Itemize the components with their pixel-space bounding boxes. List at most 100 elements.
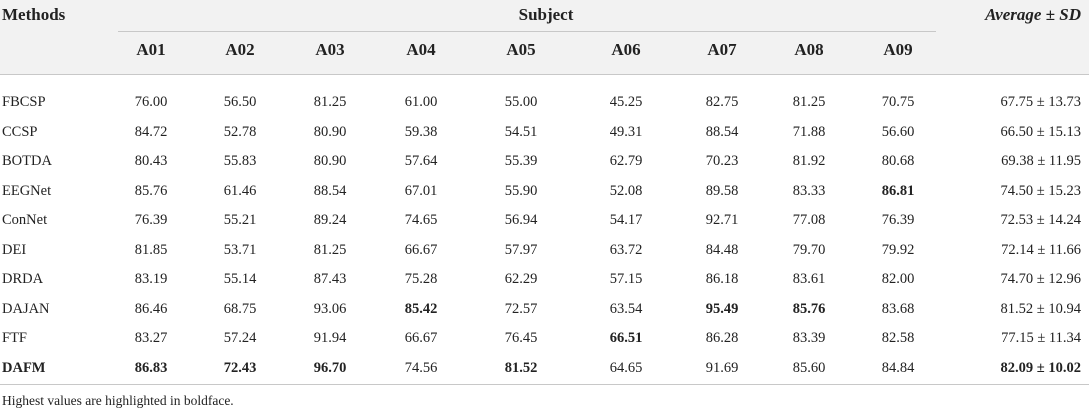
- cell-a02: 72.43: [223, 359, 257, 376]
- cell-a01: 76.39: [134, 212, 168, 228]
- subject-header-rule: [118, 31, 936, 32]
- cell-a06: 52.08: [609, 182, 643, 199]
- cell-a03: 80.90: [313, 153, 347, 169]
- cell-a06: 54.17: [609, 212, 643, 228]
- subject-header-a06: A06: [611, 40, 641, 59]
- subject-header-a08: A08: [794, 40, 824, 59]
- cell-a07: 82.75: [705, 94, 739, 110]
- cell-a07: 84.48: [705, 241, 739, 258]
- table-row: ConNet 76.39 55.21 89.24 74.65 56.94 54.17 92.7…: [0, 208, 1089, 232]
- table-bottom-rule: [0, 384, 1089, 385]
- cell-a04: 85.42: [404, 300, 438, 317]
- method-name: DEI: [2, 241, 27, 258]
- cell-a01: 86.83: [134, 359, 168, 376]
- method-name: DAJAN: [2, 300, 50, 317]
- average-cell: 74.70 ± 12.96: [1000, 271, 1081, 287]
- cell-a06: 64.65: [609, 359, 643, 376]
- cell-a08: 79.70: [792, 241, 826, 258]
- cell-a08: 83.61: [792, 271, 826, 287]
- average-cell: 82.09 ± 10.02: [1000, 359, 1081, 376]
- cell-a06: 62.79: [609, 153, 643, 169]
- cell-a05: 62.29: [504, 271, 538, 287]
- cell-a09: 82.58: [881, 330, 915, 346]
- cell-a05: 55.00: [504, 94, 538, 110]
- cell-a03: 81.25: [313, 94, 347, 110]
- cell-a09: 70.75: [881, 94, 915, 110]
- average-header: Average ± SD: [985, 5, 1081, 24]
- cell-a09: 82.00: [881, 271, 915, 287]
- cell-a02: 61.46: [223, 182, 257, 199]
- subject-header-a02: A02: [225, 40, 255, 59]
- cell-a06: 57.15: [609, 271, 643, 287]
- cell-a04: 67.01: [404, 182, 438, 199]
- cell-a02: 53.71: [223, 241, 257, 258]
- cell-a02: 55.14: [223, 271, 257, 287]
- cell-a02: 57.24: [223, 330, 257, 346]
- table-row: FTF 83.27 57.24 91.94 66.67 76.45 66.51 86.28 83…: [0, 326, 1089, 350]
- method-name: BOTDA: [2, 153, 52, 169]
- cell-a04: 74.65: [404, 212, 438, 228]
- table-header: Methods Subject Average ± SD A01 A02 A03 A0…: [0, 0, 1089, 75]
- cell-a08: 83.39: [792, 330, 826, 346]
- cell-a04: 59.38: [404, 123, 438, 140]
- cell-a08: 71.88: [792, 123, 826, 140]
- cell-a08: 85.60: [792, 359, 826, 376]
- cell-a04: 66.67: [404, 241, 438, 258]
- cell-a06: 49.31: [609, 123, 643, 140]
- method-name: DRDA: [2, 271, 44, 287]
- cell-a01: 83.27: [134, 330, 168, 346]
- cell-a04: 74.56: [404, 359, 438, 376]
- cell-a09: 56.60: [881, 123, 915, 140]
- cell-a06: 63.54: [609, 300, 643, 317]
- cell-a06: 45.25: [609, 94, 643, 110]
- cell-a03: 96.70: [313, 359, 347, 376]
- table-row: DAFM 86.83 72.43 96.70 74.56 81.52 64.65 91.69 8…: [0, 356, 1089, 380]
- average-cell: 72.53 ± 14.24: [1000, 212, 1081, 228]
- subject-header-a09: A09: [883, 40, 913, 59]
- table-footnote: Highest values are highlighted in boldfa…: [2, 393, 234, 408]
- cell-a09: 76.39: [881, 212, 915, 228]
- method-name: FBCSP: [2, 94, 46, 110]
- cell-a07: 70.23: [705, 153, 739, 169]
- cell-a05: 56.94: [504, 212, 538, 228]
- method-name: CCSP: [2, 123, 38, 140]
- cell-a03: 80.90: [313, 123, 347, 140]
- cell-a07: 89.58: [705, 182, 739, 199]
- cell-a02: 55.21: [223, 212, 257, 228]
- table-row: CCSP 84.72 52.78 80.90 59.38 54.51 49.31 88.54 7…: [0, 120, 1089, 144]
- cell-a02: 56.50: [223, 94, 257, 110]
- cell-a05: 76.45: [504, 330, 538, 346]
- cell-a02: 55.83: [223, 153, 257, 169]
- table-row: EEGNet 85.76 61.46 88.54 67.01 55.90 52.08 89.5…: [0, 179, 1089, 203]
- average-cell: 77.15 ± 11.34: [1001, 330, 1081, 346]
- method-name: DAFM: [2, 359, 46, 376]
- cell-a09: 79.92: [881, 241, 915, 258]
- cell-a01: 85.76: [134, 182, 168, 199]
- cell-a06: 63.72: [609, 241, 643, 258]
- cell-a03: 91.94: [313, 330, 347, 346]
- cell-a02: 68.75: [223, 300, 257, 317]
- cell-a05: 72.57: [504, 300, 538, 317]
- cell-a01: 76.00: [134, 94, 168, 110]
- cell-a07: 91.69: [705, 359, 739, 376]
- cell-a08: 83.33: [792, 182, 826, 199]
- subject-header-a05: A05: [506, 40, 536, 59]
- cell-a03: 88.54: [313, 182, 347, 199]
- subject-header-a07: A07: [707, 40, 737, 59]
- cell-a05: 81.52: [504, 359, 538, 376]
- cell-a09: 86.81: [881, 182, 915, 199]
- table-row: DRDA 83.19 55.14 87.43 75.28 62.29 57.15 86.18 8…: [0, 267, 1089, 291]
- method-name: FTF: [2, 330, 27, 346]
- cell-a08: 77.08: [792, 212, 826, 228]
- cell-a04: 57.64: [404, 153, 438, 169]
- average-cell: 67.75 ± 13.73: [1000, 94, 1081, 110]
- subject-header-a01: A01: [136, 40, 166, 59]
- cell-a01: 86.46: [134, 300, 168, 317]
- cell-a08: 85.76: [792, 300, 826, 317]
- cell-a08: 81.92: [792, 153, 826, 169]
- subject-header-a04: A04: [406, 40, 436, 59]
- table-row: DEI 81.85 53.71 81.25 66.67 57.97 63.72 84.48 79…: [0, 238, 1089, 262]
- method-name: ConNet: [2, 212, 48, 228]
- cell-a04: 66.67: [404, 330, 438, 346]
